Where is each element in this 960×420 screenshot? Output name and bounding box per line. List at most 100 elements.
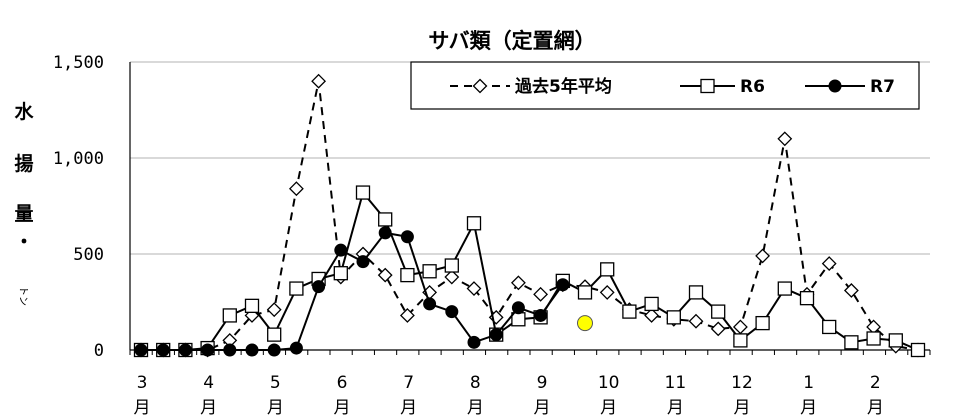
data-point — [355, 185, 371, 200]
data-point — [777, 281, 792, 296]
data-point — [888, 333, 903, 348]
x-tick-label: 9 — [537, 373, 548, 393]
x-tick-label: 3 — [137, 373, 148, 393]
x-tick-unit: 月 — [400, 398, 417, 418]
data-point — [821, 256, 837, 272]
series-2 — [133, 185, 926, 358]
data-point — [577, 285, 593, 300]
data-point — [732, 319, 748, 335]
y-axis-label-char: 水 — [14, 101, 34, 123]
x-tick-label: 5 — [270, 373, 281, 393]
data-point — [201, 343, 215, 357]
data-point — [444, 258, 459, 273]
data-point — [156, 343, 170, 357]
data-point — [533, 286, 549, 302]
x-tick-unit: 月 — [200, 398, 217, 418]
data-point — [356, 255, 370, 269]
data-point — [267, 343, 281, 357]
data-point — [467, 335, 481, 349]
series-1 — [133, 73, 926, 358]
x-tick-unit: 月 — [800, 398, 817, 418]
data-point — [688, 313, 704, 329]
data-point — [622, 304, 637, 319]
y-tick-label: 500 — [73, 245, 104, 265]
x-tick-label: 8 — [470, 373, 481, 393]
data-point — [510, 275, 526, 291]
data-point — [489, 328, 503, 342]
data-point — [267, 327, 282, 342]
data-point — [223, 343, 237, 357]
x-tick-unit: 月 — [267, 398, 284, 418]
x-tick-label: 7 — [403, 373, 414, 393]
chart-title: サバ類（定置網） — [428, 29, 595, 53]
data-point — [866, 331, 881, 346]
data-point — [444, 269, 460, 285]
data-point — [333, 266, 348, 281]
data-point — [378, 212, 393, 227]
data-point — [400, 230, 414, 244]
y-tick-label: 1,500 — [53, 53, 104, 73]
x-tick-unit: 月 — [600, 398, 617, 418]
data-point — [400, 267, 415, 283]
y-axis-label-char: ・ — [14, 231, 33, 253]
data-point — [843, 283, 859, 298]
data-point — [334, 243, 348, 257]
data-point — [289, 281, 304, 296]
series-group — [133, 73, 926, 358]
x-tick-unit: 月 — [534, 398, 551, 418]
x-tick-unit: 月 — [467, 398, 484, 418]
data-point — [599, 284, 615, 300]
legend-label: 過去5年平均 — [515, 76, 612, 97]
data-point — [844, 335, 859, 350]
data-point — [777, 131, 793, 147]
data-point — [910, 342, 926, 358]
data-point — [289, 341, 303, 355]
data-point — [311, 73, 327, 89]
x-tick-unit: 月 — [734, 398, 751, 418]
y-tick-label: 1,000 — [53, 149, 104, 169]
data-point — [688, 285, 704, 300]
data-point — [511, 301, 525, 315]
series-3 — [134, 226, 570, 357]
data-point — [710, 321, 726, 337]
data-point — [423, 297, 437, 311]
data-point — [466, 281, 482, 296]
data-point — [222, 308, 237, 323]
data-point — [666, 310, 681, 325]
data-point — [378, 226, 392, 240]
x-tick-label: 1 — [803, 373, 814, 393]
legend-marker — [828, 79, 842, 93]
x-tick-unit: 月 — [867, 398, 884, 418]
data-point — [312, 280, 326, 294]
legend-marker — [472, 78, 488, 94]
data-point — [399, 308, 415, 323]
data-point — [266, 302, 282, 318]
data-point — [466, 216, 482, 231]
data-point — [733, 333, 748, 348]
series-line — [141, 190, 919, 351]
data-point — [822, 319, 837, 335]
data-point — [422, 264, 437, 279]
x-tick-unit: 月 — [667, 398, 684, 418]
x-tick-label: 12 — [731, 373, 753, 393]
legend-label: R7 — [870, 77, 895, 97]
data-point — [178, 343, 192, 357]
data-point — [711, 304, 726, 319]
data-point — [799, 291, 815, 306]
y-axis-label-char: トン — [17, 286, 28, 306]
x-tick-unit: 月 — [334, 398, 351, 418]
x-tick-label: 11 — [665, 373, 687, 393]
x-tick-label: 6 — [337, 373, 348, 393]
y-axis-label-char: 揚 — [14, 152, 33, 175]
y-tick-label: 0 — [94, 341, 104, 361]
data-point — [600, 262, 615, 277]
data-point — [556, 278, 570, 292]
data-point — [244, 298, 260, 313]
data-point — [245, 343, 259, 357]
y-axis-label-char: 量 — [14, 203, 33, 225]
legend-marker — [700, 78, 715, 94]
data-point — [377, 267, 393, 283]
data-point — [644, 308, 660, 323]
legend: 過去5年平均 R6 R7 — [410, 61, 920, 110]
